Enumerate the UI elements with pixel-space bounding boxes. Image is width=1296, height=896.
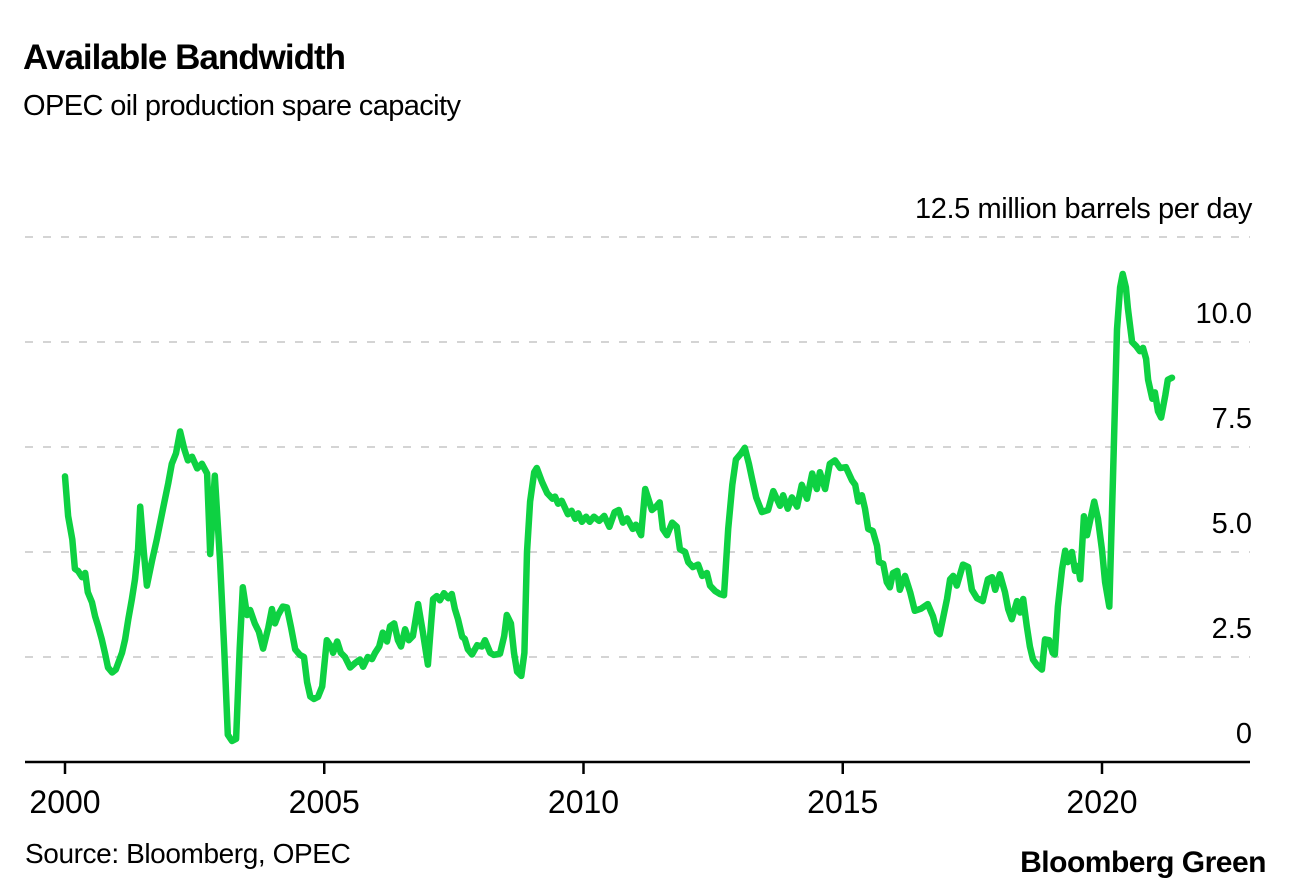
y-axis-unit-label: 12.5 million barrels per day [915, 193, 1252, 225]
bloomberg-green-logo: Bloomberg Green [1020, 846, 1266, 879]
y-axis-label-0: 0 [1235, 718, 1252, 750]
y-axis-label-5.0: 5.0 [1211, 508, 1252, 540]
x-axis-label-2020: 2020 [1066, 784, 1138, 820]
y-axis-label-10.0: 10.0 [1195, 298, 1252, 330]
y-axis-label-7.5: 7.5 [1211, 403, 1252, 435]
y-axis-label-2.5: 2.5 [1211, 613, 1252, 645]
source-note: Source: Bloomberg, OPEC [25, 838, 351, 869]
chart-subtitle: OPEC oil production spare capacity [23, 90, 461, 122]
chart-title: Available Bandwidth [23, 38, 346, 77]
spare-capacity-line [61, 270, 1176, 745]
x-axis-label-2015: 2015 [807, 784, 879, 820]
x-axis-label-2010: 2010 [547, 784, 620, 820]
x-axis-label-2000: 2000 [29, 784, 101, 820]
x-axis-label-2005: 2005 [288, 784, 360, 820]
